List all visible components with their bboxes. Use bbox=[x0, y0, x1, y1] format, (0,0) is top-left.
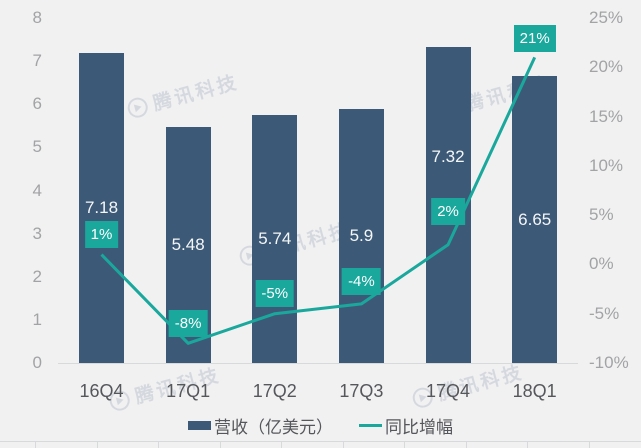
bottom-ruler-tick bbox=[465, 441, 467, 448]
y-axis-tick-left: 3 bbox=[32, 223, 42, 243]
growth-badge-17Q3: -4% bbox=[342, 267, 381, 295]
growth-badge-16Q4: 1% bbox=[84, 220, 119, 248]
x-axis-line bbox=[58, 363, 578, 364]
y-axis-tick-left: 5 bbox=[32, 137, 42, 157]
line-series-swatch bbox=[359, 424, 382, 427]
x-axis-label-18Q1: 18Q1 bbox=[512, 381, 557, 401]
bar-value-label-16Q4: 7.18 bbox=[84, 198, 119, 218]
y-axis-tick-right: -5% bbox=[589, 303, 620, 323]
y-axis-tick-right: 25% bbox=[589, 8, 624, 27]
bottom-ruler-tick bbox=[342, 441, 344, 448]
y-axis-tick-right: 20% bbox=[589, 57, 624, 77]
growth-badge-18Q1: 21% bbox=[513, 25, 556, 53]
y-axis-tick-left: 6 bbox=[32, 94, 42, 114]
x-axis-label-17Q3: 17Q3 bbox=[339, 381, 384, 401]
y-axis-tick-left: 4 bbox=[32, 180, 42, 200]
bottom-ruler-tick bbox=[404, 441, 405, 448]
y-axis-tick-right: 0% bbox=[589, 254, 614, 274]
y-axis-tick-left: 1 bbox=[32, 309, 42, 329]
y-axis-tick-right: -10% bbox=[589, 353, 629, 372]
bar-value-label-17Q1: 5.48 bbox=[171, 234, 205, 254]
y-axis-tick-left: 7 bbox=[32, 51, 42, 71]
y-axis-tick-right: 15% bbox=[589, 106, 624, 126]
bottom-ruler-tick bbox=[219, 441, 221, 448]
bar-value-label-18Q1: 6.65 bbox=[518, 209, 552, 229]
growth-badge-17Q2: -5% bbox=[255, 279, 295, 307]
bottom-ruler-tick bbox=[588, 441, 590, 448]
y-axis-tick-left: 0 bbox=[32, 353, 42, 372]
x-axis-label-17Q1: 17Q1 bbox=[166, 381, 211, 401]
growth-badge-17Q4: 2% bbox=[431, 197, 465, 225]
bar-value-label-17Q4: 7.32 bbox=[431, 147, 465, 166]
bottom-ruler-tick bbox=[281, 441, 282, 448]
bar-series-swatch bbox=[188, 421, 211, 430]
growth-badge-17Q1: -8% bbox=[168, 310, 208, 338]
x-axis-label-16Q4: 16Q4 bbox=[79, 381, 124, 401]
bottom-ruler-tick bbox=[96, 441, 98, 448]
bottom-ruler-line bbox=[0, 441, 641, 442]
y-axis-tick-left: 8 bbox=[32, 8, 42, 27]
legend-item-growth: 同比增幅 bbox=[359, 413, 453, 438]
y-axis-tick-right: 5% bbox=[589, 205, 614, 225]
chart-legend: 营收（亿美元） 同比增幅 bbox=[0, 413, 641, 438]
bar-value-label-17Q3: 5.9 bbox=[349, 225, 374, 245]
legend-label-growth: 同比增幅 bbox=[385, 418, 453, 437]
bottom-ruler-tick bbox=[35, 441, 36, 448]
x-axis-label-17Q4: 17Q4 bbox=[426, 381, 471, 401]
y-axis-tick-left: 2 bbox=[32, 266, 42, 286]
legend-item-revenue: 营收（亿美元） bbox=[188, 413, 333, 438]
legend-label-revenue: 营收（亿美元） bbox=[214, 418, 333, 437]
x-axis-label-17Q2: 17Q2 bbox=[252, 381, 297, 401]
bottom-ruler-tick bbox=[527, 441, 528, 448]
y-axis-tick-right: 10% bbox=[589, 155, 624, 175]
bar-value-label-17Q2: 5.74 bbox=[258, 229, 292, 249]
bottom-ruler-tick bbox=[158, 441, 159, 448]
